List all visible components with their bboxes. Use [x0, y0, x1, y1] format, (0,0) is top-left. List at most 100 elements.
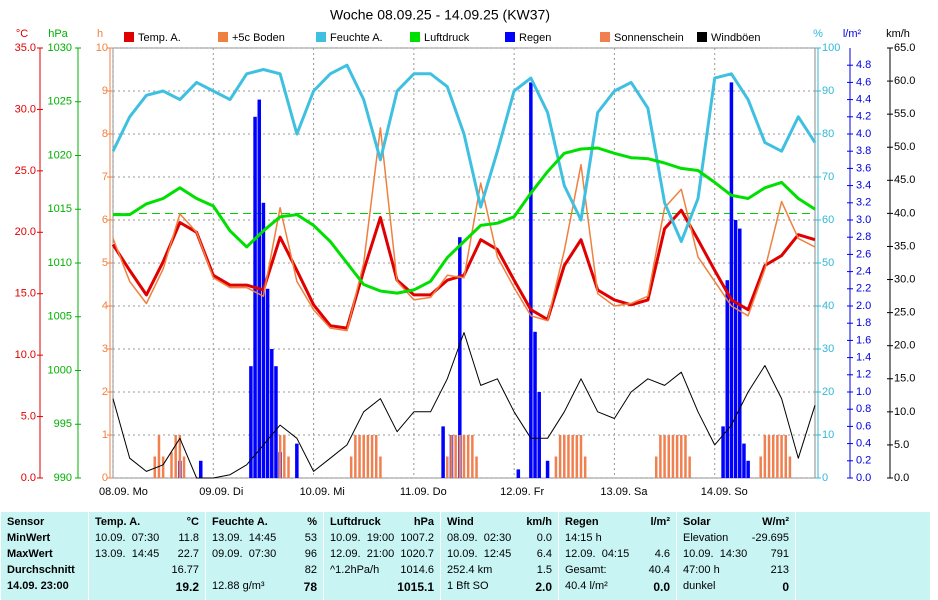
bar [667, 435, 670, 478]
y-tick-label: 3.8 [856, 145, 871, 157]
x-tick-label: 10.09. Mi [300, 486, 345, 498]
bar [784, 435, 787, 478]
y-tick-label: 1 [102, 429, 108, 441]
bar [680, 435, 683, 478]
y-tick-label: 3.6 [856, 162, 871, 174]
bar [283, 435, 286, 478]
panel-unit: % [307, 516, 317, 528]
y-tick-label: 10 [822, 429, 834, 441]
y-tick-label: 10.0 [894, 406, 915, 418]
bar [733, 220, 738, 478]
bar [157, 435, 161, 478]
y-tick-label: 40.0 [894, 207, 915, 219]
bar [454, 435, 457, 478]
x-tick-label: 14.09. So [701, 486, 748, 498]
y-tick-label: 1.2 [856, 369, 871, 381]
y-tick-label: 1020 [48, 149, 72, 161]
legend-swatch [316, 32, 326, 42]
bar [153, 456, 157, 478]
y-tick-label: 2.6 [856, 248, 871, 260]
row-value: 0.0 [536, 532, 552, 544]
axis-unit: % [813, 28, 823, 40]
row-label: MinWert [7, 532, 51, 544]
y-tick-label: 4.4 [856, 94, 871, 106]
panel: Luftdruck hPa 10.09. 19:00 1007.2 12.09. 21:… [323, 512, 440, 600]
row-value: 22.7 [177, 548, 199, 560]
row-value: 82 [304, 564, 317, 576]
y-tick-label: 1030 [48, 42, 72, 54]
row-value: 11.8 [178, 532, 199, 544]
bar [270, 349, 274, 478]
bar [776, 435, 779, 478]
row-label: dunkel [683, 580, 716, 592]
row-label: 252.4 km [447, 564, 493, 576]
chart: Woche 08.09.25 - 14.09.25 (KW37) °C 0.0 5.… [15, 7, 916, 498]
bar [575, 435, 579, 478]
row-label: Durchschnitt [7, 564, 75, 576]
bar [249, 366, 253, 478]
bar [767, 435, 771, 478]
bar [358, 435, 361, 478]
y-tick-label: 2.0 [856, 300, 871, 312]
y-tick-label: 1005 [48, 311, 72, 323]
bar [295, 443, 299, 478]
bar [529, 82, 533, 479]
bar [199, 460, 203, 478]
y-tick-label: 5 [102, 257, 108, 269]
row-value: 78 [303, 580, 317, 594]
y-tick-label: 9 [102, 85, 108, 97]
y-tick-label: 80 [822, 128, 834, 140]
y-tick-label: 4.6 [856, 76, 871, 88]
y-tick-label: 3 [102, 343, 108, 355]
y-tick-label: 25.0 [894, 307, 915, 319]
legend-label: Windböen [711, 32, 761, 44]
bar [161, 456, 165, 478]
row-label: 12.88 g/m³ [212, 580, 265, 592]
row-value: -29.695 [751, 532, 789, 544]
line [111, 208, 816, 330]
y-tick-label: 0.2 [856, 455, 871, 467]
y-tick-label: 2.2 [856, 283, 871, 295]
summary-table: Sensor MinWert MaxWert Durchschnitt 14.09. 2… [0, 512, 930, 600]
y-tick-label: 1010 [48, 257, 72, 269]
panel: Feuchte A.% 13.09. 14:45 53 09.09. 07:30 96 8… [205, 512, 323, 600]
y-tick-label: 20.0 [15, 226, 36, 238]
y-tick-label: 15.0 [15, 288, 36, 300]
panel-header: Sensor [7, 516, 45, 528]
bar [458, 435, 462, 478]
row-value: 791 [770, 548, 789, 560]
y-tick-label: 60 [822, 214, 834, 226]
y-tick-label: 65.0 [894, 42, 915, 54]
axis-unit: hPa [48, 28, 68, 40]
row-value: 6.4 [536, 548, 552, 560]
y-tick-label: 1025 [48, 96, 72, 108]
y-tick-label: 3.2 [856, 197, 871, 209]
row-value: 96 [304, 548, 317, 560]
row-label: 14:15 h [565, 532, 602, 544]
bar [370, 435, 374, 478]
legend-label: Luftdruck [424, 32, 470, 44]
row-value: 53 [304, 532, 317, 544]
y-tick-label: 4 [102, 300, 108, 312]
legend-label: Feuchte A. [330, 32, 383, 44]
row-label: 1 Bft SO [447, 580, 489, 592]
bar [721, 426, 725, 478]
y-tick-label: 90 [822, 85, 834, 97]
bar [458, 237, 462, 478]
y-tick-label: 0 [102, 472, 108, 484]
panel-unit: W/m² [762, 516, 789, 528]
y-tick-label: 2.4 [856, 266, 871, 278]
y-tick-label: 3.0 [856, 214, 871, 226]
row-label: MaxWert [7, 548, 53, 560]
legend-swatch [410, 32, 420, 42]
bar [537, 392, 541, 478]
y-tick-label: 1.0 [856, 386, 871, 398]
y-tick-label: 20 [822, 386, 834, 398]
row-value: 19.2 [175, 580, 199, 594]
bar [746, 460, 750, 478]
panel-unit: °C [186, 516, 199, 528]
y-tick-label: 50 [822, 257, 834, 269]
y-tick-label: 8 [102, 128, 108, 140]
y-tick-label: 100 [822, 42, 840, 54]
y-tick-label: 1.6 [856, 334, 871, 346]
